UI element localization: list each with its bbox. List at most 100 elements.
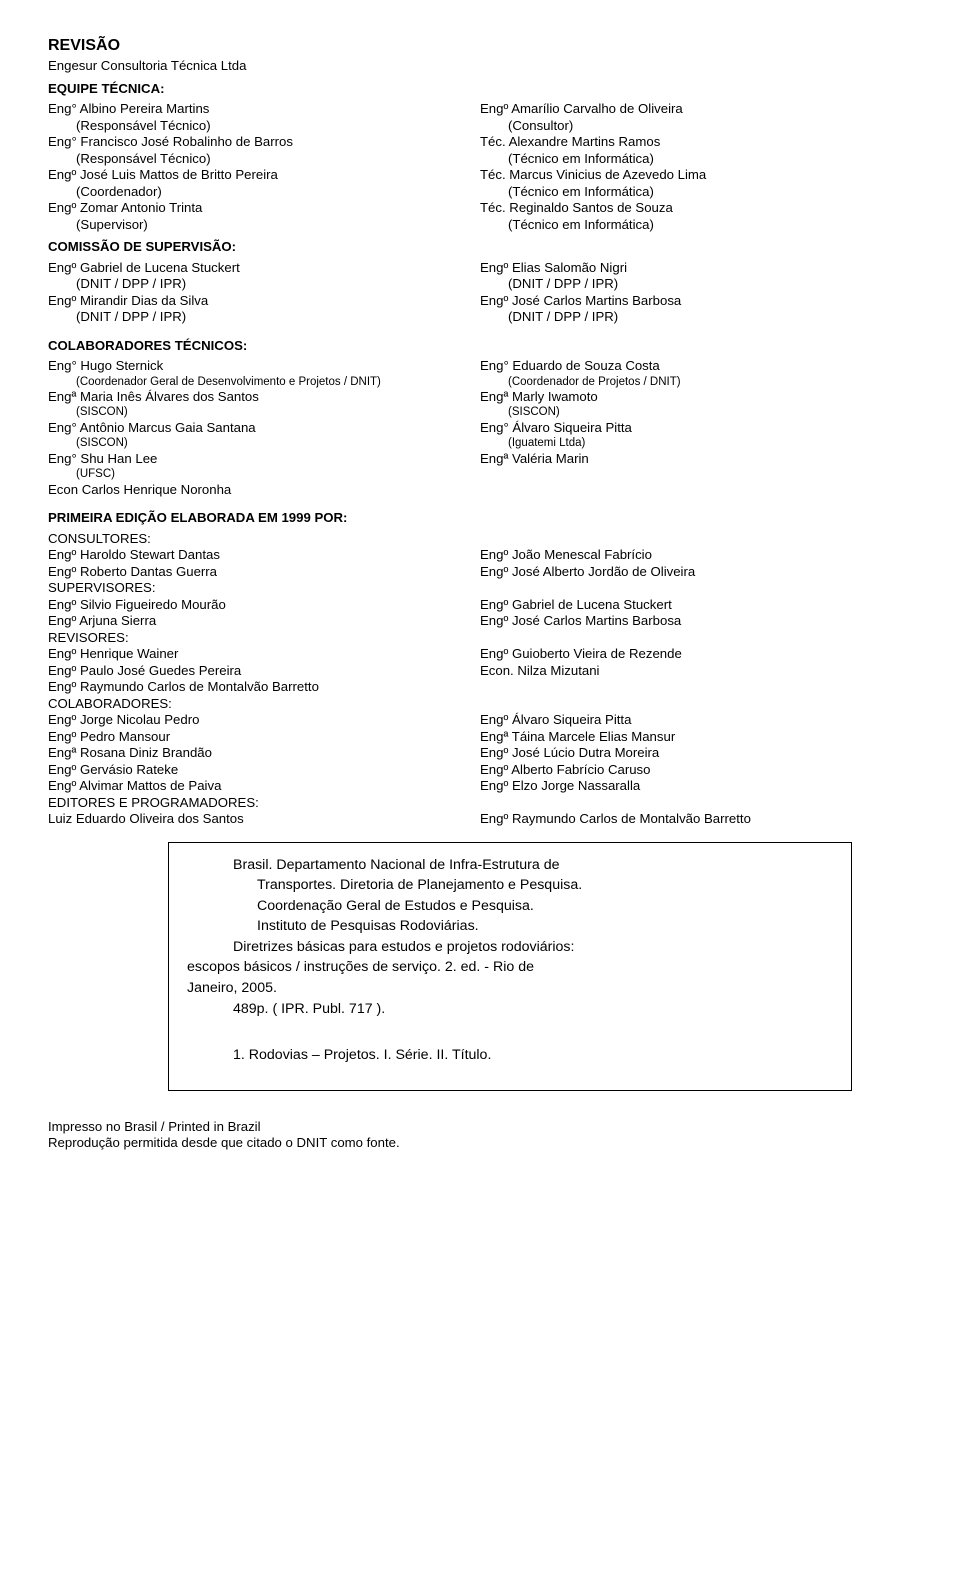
subsection-heading: EDITORES E PROGRAMADORES: [48,795,912,812]
person-name: Eng° Albino Pereira Martins [48,101,480,118]
footer-line: Reprodução permitida desde que citado o … [48,1135,912,1152]
person-name: Engº Haroldo Stewart Dantas [48,547,480,564]
commission-heading: COMISSÃO DE SUPERVISÃO: [48,239,912,256]
person-pair: Engº Haroldo Stewart DantasEngº João Men… [48,547,912,564]
person-name: Eng° Álvaro Siqueira Pitta [480,420,912,437]
subsection-heading: CONSULTORES: [48,531,912,548]
person-name: Econ Carlos Henrique Noronha [48,482,480,499]
person-role: (UFSC) [48,467,480,481]
person-role: (SISCON) [48,436,480,450]
person-name: Engº Paulo José Guedes Pereira [48,663,480,680]
person-entry: Engº José Carlos Martins Barbosa(DNIT / … [480,293,912,326]
person-name: Eng° Francisco José Robalinho de Barros [48,134,480,151]
person-name: Eng° Eduardo de Souza Costa [480,358,912,375]
subsection-heading: COLABORADORES: [48,696,912,713]
footer-line: Impresso no Brasil / Printed in Brazil [48,1119,912,1136]
person-entry: Téc. Reginaldo Santos de Souza(Técnico e… [480,200,912,233]
person-entry: Engª Marly Iwamoto(SISCON) [480,389,912,420]
person-entry: Eng° Albino Pereira Martins(Responsável … [48,101,480,134]
person-name: Engª Rosana Diniz Brandão [48,745,480,762]
person-name: Engº Arjuna Sierra [48,613,480,630]
collab-cols: Eng° Hugo Sternick(Coordenador Geral de … [48,358,912,498]
person-pair: Engº Pedro MansourEngª Táina Marcele Eli… [48,729,912,746]
doc-footer: Impresso no Brasil / Printed in Brazil R… [48,1119,912,1152]
person-name: Engº Roberto Dantas Guerra [48,564,480,581]
cite-line: Instituto de Pesquisas Rodoviárias. [187,916,833,937]
cite-line: Diretrizes básicas para estudos e projet… [187,937,833,958]
person-entry: Eng° Shu Han Lee(UFSC) [48,451,480,482]
cite-line: 489p. ( IPR. Publ. 717 ). [187,999,833,1020]
collab-heading: COLABORADORES TÉCNICOS: [48,338,912,355]
person-name: Engº Raymundo Carlos de Montalvão Barret… [480,811,912,828]
person-name: Engº Gabriel de Lucena Stuckert [48,260,480,277]
person-pair: Luiz Eduardo Oliveira dos SantosEngº Ray… [48,811,912,828]
subsection-heading: SUPERVISORES: [48,580,912,597]
person-entry: Eng° Hugo Sternick(Coordenador Geral de … [48,358,480,389]
person-entry: Engº José Luis Mattos de Britto Pereira(… [48,167,480,200]
cite-line: Janeiro, 2005. [187,978,833,999]
person-pair: Engº Roberto Dantas GuerraEngº José Albe… [48,564,912,581]
person-name: Engº José Carlos Martins Barbosa [480,293,912,310]
person-name: Engº Pedro Mansour [48,729,480,746]
person-name: Engº Álvaro Siqueira Pitta [480,712,912,729]
person-role: (Responsável Técnico) [48,151,480,168]
citation-box: Brasil. Departamento Nacional de Infra-E… [168,842,852,1091]
person-pair: Engº Silvio Figueiredo MourãoEngº Gabrie… [48,597,912,614]
person-entry: Engº Mirandir Dias da Silva(DNIT / DPP /… [48,293,480,326]
person-entry: Eng° Francisco José Robalinho de Barros(… [48,134,480,167]
commission-cols: Engº Gabriel de Lucena Stuckert(DNIT / D… [48,260,912,326]
person-role: (Coordenador de Projetos / DNIT) [480,375,912,389]
subsection-heading: REVISORES: [48,630,912,647]
first-edition-heading: PRIMEIRA EDIÇÃO ELABORADA EM 1999 POR: [48,510,912,527]
person-name: Engº Jorge Nicolau Pedro [48,712,480,729]
person-pair: Engº Jorge Nicolau PedroEngº Álvaro Siqu… [48,712,912,729]
person-entry: Engª Maria Inês Álvares dos Santos(SISCO… [48,389,480,420]
person-name: Engº José Luis Mattos de Britto Pereira [48,167,480,184]
person-name: Téc. Reginaldo Santos de Souza [480,200,912,217]
person-name: Engº Elias Salomão Nigri [480,260,912,277]
cite-line: Brasil. Departamento Nacional de Infra-E… [187,855,833,876]
person-name: Engº Zomar Antonio Trinta [48,200,480,217]
cite-line: Transportes. Diretoria de Planejamento e… [187,875,833,896]
person-name: Engº José Alberto Jordão de Oliveira [480,564,912,581]
person-entry: Engª Valéria Marin [480,451,912,468]
person-name: Engª Marly Iwamoto [480,389,912,406]
person-entry: Eng° Álvaro Siqueira Pitta(Iguatemi Ltda… [480,420,912,451]
person-name: Luiz Eduardo Oliveira dos Santos [48,811,480,828]
person-pair: Engº Gervásio RatekeEngº Alberto Fabríci… [48,762,912,779]
person-role: (DNIT / DPP / IPR) [480,276,912,293]
person-pair: Engº Arjuna SierraEngº José Carlos Marti… [48,613,912,630]
person-role: (Coordenador) [48,184,480,201]
person-role: (SISCON) [48,405,480,419]
person-name: Engº Guioberto Vieira de Rezende [480,646,912,663]
person-entry: Engº Zomar Antonio Trinta(Supervisor) [48,200,480,233]
tech-team-heading: EQUIPE TÉCNICA: [48,81,912,98]
person-pair: Engº Henrique WainerEngº Guioberto Vieir… [48,646,912,663]
person-role: (DNIT / DPP / IPR) [48,309,480,326]
person-role: (Iguatemi Ltda) [480,436,912,450]
doc-company: Engesur Consultoria Técnica Ltda [48,58,912,75]
person-name [480,679,912,696]
person-name: Engº Amarílio Carvalho de Oliveira [480,101,912,118]
person-role: (Consultor) [480,118,912,135]
person-role: (DNIT / DPP / IPR) [480,309,912,326]
cite-subject: 1. Rodovias – Projetos. I. Série. II. Tí… [187,1045,833,1066]
person-pair: Engª Rosana Diniz BrandãoEngº José Lúcio… [48,745,912,762]
person-name: Engº Henrique Wainer [48,646,480,663]
person-pair: Engº Paulo José Guedes PereiraEcon. Nilz… [48,663,912,680]
cite-line: Coordenação Geral de Estudos e Pesquisa. [187,896,833,917]
person-name: Engº Gabriel de Lucena Stuckert [480,597,912,614]
person-name: Engª Maria Inês Álvares dos Santos [48,389,480,406]
person-entry: Eng° Eduardo de Souza Costa(Coordenador … [480,358,912,389]
person-entry: Téc. Alexandre Martins Ramos(Técnico em … [480,134,912,167]
person-role: (Supervisor) [48,217,480,234]
person-name: Téc. Alexandre Martins Ramos [480,134,912,151]
person-name: Engº Elzo Jorge Nassaralla [480,778,912,795]
person-entry: Econ Carlos Henrique Noronha [48,482,480,499]
person-name: Engº José Lúcio Dutra Moreira [480,745,912,762]
person-name: Econ. Nilza Mizutani [480,663,912,680]
person-pair: Engº Raymundo Carlos de Montalvão Barret… [48,679,912,696]
person-entry: Engº Elias Salomão Nigri(DNIT / DPP / IP… [480,260,912,293]
person-role: (Técnico em Informática) [480,217,912,234]
tech-team-cols: Eng° Albino Pereira Martins (Responsável … [48,101,912,233]
